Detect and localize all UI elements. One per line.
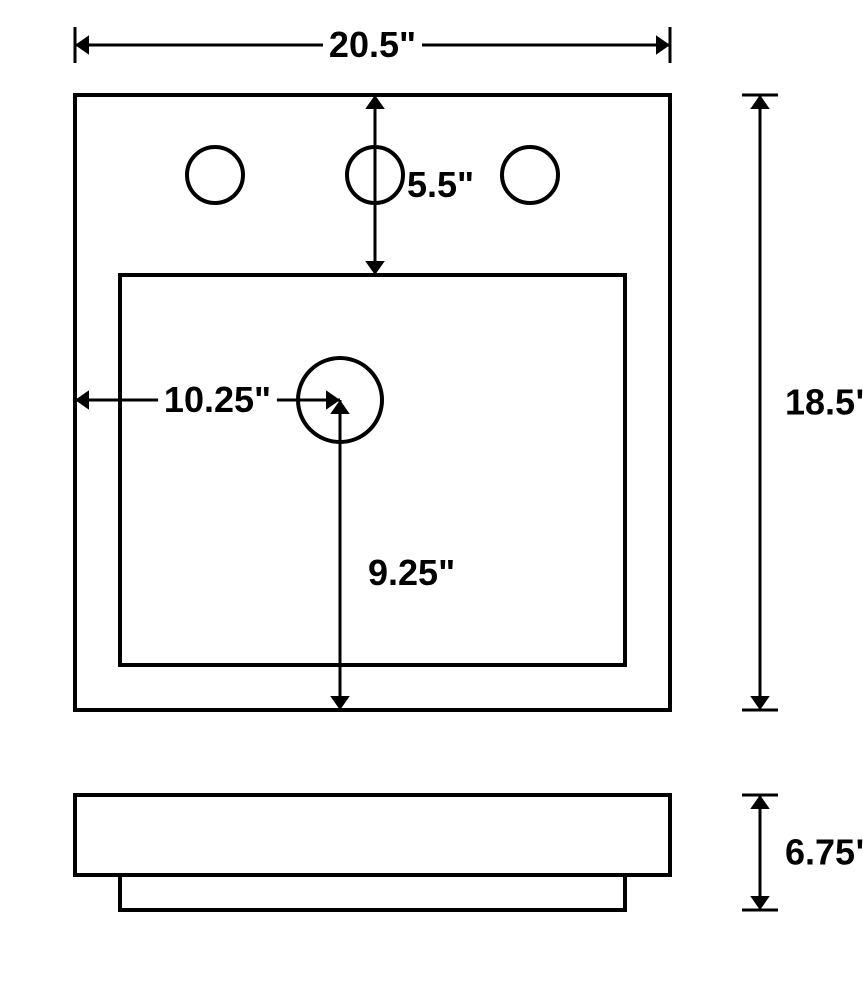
technical-drawing: 20.5" 18.5" 5.5" 10.25" 9.25" 6.75" <box>0 0 863 1000</box>
faucet-hole-2 <box>502 147 558 203</box>
dim-height-label: 18.5" <box>785 382 863 423</box>
dim-drainbottom-label: 9.25" <box>368 552 455 593</box>
dim-drainleft-label: 10.25" <box>164 379 271 420</box>
sink-basin-rect <box>120 275 625 665</box>
dim-holedepth-label: 5.5" <box>407 164 474 205</box>
dim-width-label: 20.5" <box>329 24 416 65</box>
side-base <box>120 875 625 910</box>
dim-sideheight-label: 6.75" <box>785 832 863 873</box>
side-outer-rect <box>75 795 670 875</box>
faucet-hole-0 <box>187 147 243 203</box>
